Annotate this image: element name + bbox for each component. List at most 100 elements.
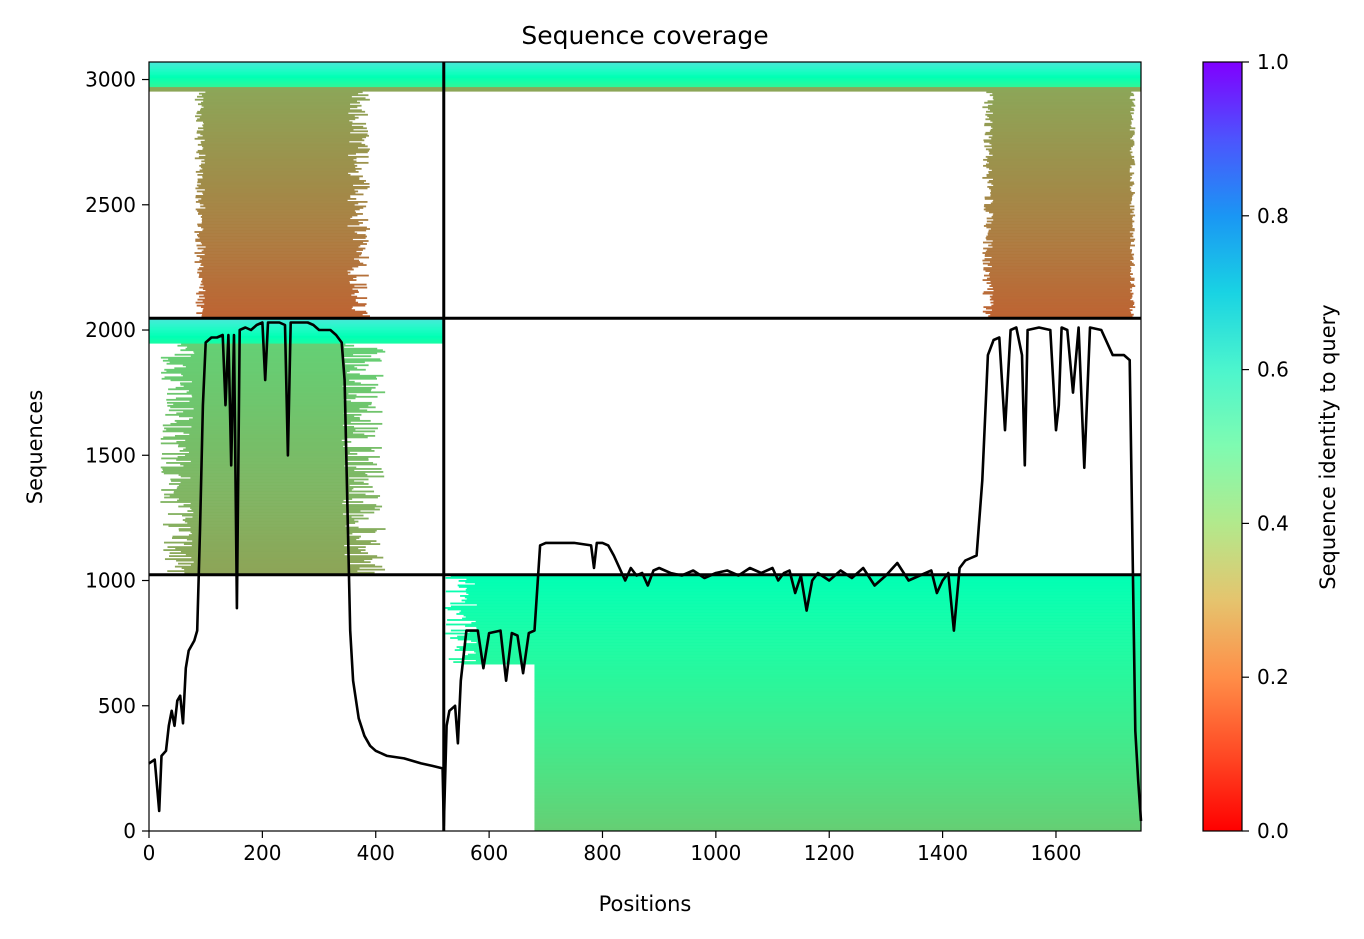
coverage-row xyxy=(166,462,374,464)
coverage-row xyxy=(534,796,1141,799)
coverage-row xyxy=(989,276,1132,278)
coverage-row xyxy=(181,567,360,570)
coverage-row xyxy=(202,310,367,313)
coverage-row xyxy=(176,559,365,562)
coverage-row xyxy=(199,169,356,172)
coverage-row xyxy=(988,244,1135,247)
coverage-row xyxy=(149,334,444,337)
coverage-row xyxy=(199,274,369,277)
coverage-row xyxy=(203,204,355,206)
coverage-row xyxy=(197,118,356,121)
coverage-row xyxy=(534,788,1141,791)
coverage-row xyxy=(202,282,350,284)
coverage-row xyxy=(166,398,344,401)
coverage-row xyxy=(534,740,1141,743)
coverage-row xyxy=(178,529,377,532)
coverage-row xyxy=(987,100,1133,103)
coverage-row xyxy=(170,422,383,425)
x-tick-label: 1200 xyxy=(804,841,855,865)
coverage-row xyxy=(443,77,1141,80)
coverage-row xyxy=(195,170,359,173)
coverage-row xyxy=(163,472,366,475)
coverage-row xyxy=(461,599,1141,602)
coverage-row xyxy=(985,250,1132,253)
coverage-row xyxy=(534,731,1141,734)
coverage-row xyxy=(445,632,1141,635)
coverage-row xyxy=(534,722,1141,725)
coverage-row xyxy=(992,214,1136,217)
coverage-row xyxy=(149,340,444,343)
coverage-row xyxy=(989,211,1134,214)
coverage-row xyxy=(987,249,1133,251)
coverage-row xyxy=(149,323,444,326)
coverage-row xyxy=(149,332,444,335)
coverage-row xyxy=(200,133,368,136)
colorbar-ticks: 0.0 0.2 0.4 0.6 0.8 1.0 xyxy=(1242,50,1289,843)
coverage-row xyxy=(534,799,1141,802)
coverage-row xyxy=(149,338,444,341)
coverage-row xyxy=(984,101,1134,104)
coverage-row xyxy=(985,270,1132,272)
coverage-row xyxy=(534,773,1141,776)
coverage-row xyxy=(534,814,1141,817)
coverage-row xyxy=(986,110,1131,113)
coverage-row xyxy=(984,133,1135,136)
coverage-row xyxy=(445,577,1141,579)
coverage-row xyxy=(164,376,377,379)
coverage-row xyxy=(202,175,363,178)
coverage-row xyxy=(197,179,366,182)
coverage-row xyxy=(203,97,366,100)
coverage-row xyxy=(174,434,376,437)
coverage-row xyxy=(988,172,1135,175)
coverage-row xyxy=(987,160,1135,163)
coverage-row xyxy=(200,264,367,266)
coverage-row xyxy=(190,531,376,533)
coverage-row xyxy=(475,620,1141,623)
coverage-row xyxy=(534,707,1141,710)
coverage-row xyxy=(989,298,1131,301)
coverage-row xyxy=(991,256,1134,259)
x-axis-ticks: 0 200 400 600 800 1000 1200 1400 1600 xyxy=(143,831,1081,865)
coverage-row xyxy=(183,410,383,413)
coverage-row xyxy=(993,184,1133,187)
coverage-row xyxy=(987,232,1134,235)
coverage-row xyxy=(196,292,355,295)
coverage-row xyxy=(183,385,343,388)
coverage-row xyxy=(160,442,347,445)
coverage-row xyxy=(443,88,1141,91)
coverage-row xyxy=(177,486,373,488)
coverage-row xyxy=(986,277,1135,280)
coverage-row xyxy=(983,268,1131,271)
coverage-row xyxy=(475,659,1141,662)
coverage-row xyxy=(175,386,376,389)
coverage-row xyxy=(198,155,369,158)
coverage-row xyxy=(198,92,359,95)
coverage-row xyxy=(993,98,1136,101)
coverage-row xyxy=(534,745,1141,748)
coverage-row xyxy=(534,685,1141,688)
coverage-row xyxy=(460,610,1142,612)
coverage-row xyxy=(993,95,1131,98)
coverage-row xyxy=(991,304,1133,307)
coverage-row xyxy=(197,223,360,226)
coverage-row xyxy=(454,649,1142,651)
coverage-row xyxy=(202,217,351,220)
coverage-row xyxy=(149,62,444,65)
coverage-row xyxy=(534,686,1141,689)
coverage-row xyxy=(175,547,359,550)
coverage-row xyxy=(190,502,343,505)
coverage-row xyxy=(164,493,366,496)
coverage-row xyxy=(534,712,1141,715)
coverage-row xyxy=(453,661,1142,663)
coverage-row xyxy=(534,812,1141,815)
coverage-row xyxy=(183,431,354,434)
coverage-row xyxy=(463,656,1142,659)
coverage-row xyxy=(160,437,345,440)
coverage-row xyxy=(989,109,1135,112)
coverage-row xyxy=(534,778,1141,781)
coverage-row xyxy=(162,469,355,472)
coverage-row xyxy=(534,706,1141,709)
coverage-row xyxy=(993,219,1133,221)
coverage-row xyxy=(201,113,368,116)
coverage-row xyxy=(990,192,1135,194)
